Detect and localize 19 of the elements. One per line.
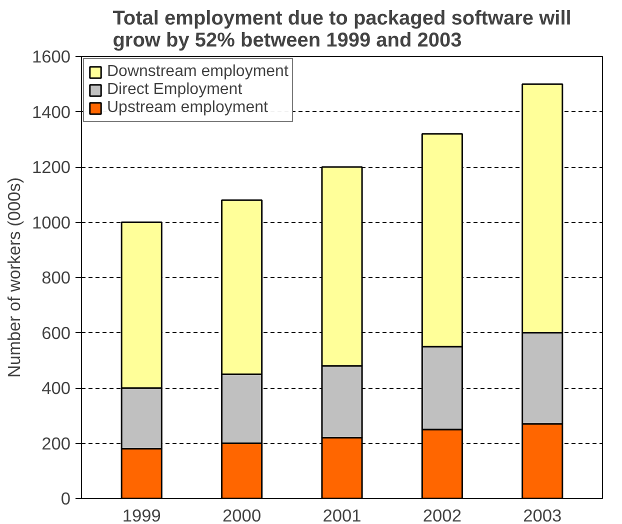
y-tick-label: 1600 xyxy=(32,46,71,66)
y-tick-label: 400 xyxy=(42,378,71,398)
y-tick-label: 1000 xyxy=(32,212,71,232)
y-tick-label: 200 xyxy=(42,433,71,454)
legend-label: Downstream employment xyxy=(107,63,288,81)
x-tick-label: 2002 xyxy=(422,506,462,524)
y-tick-label: 1400 xyxy=(32,102,71,122)
y-axis-title: Number of workers (000s) xyxy=(4,177,24,378)
chart-title: Total employment due to packaged software will grow by 52% between 1999 and 2003 xyxy=(112,8,572,52)
y-tick-label: 600 xyxy=(42,322,71,343)
x-tick-label: 1999 xyxy=(122,506,161,524)
y-tick-label: 800 xyxy=(42,268,71,288)
x-tick-label: 2001 xyxy=(322,506,362,524)
y-tick-label: 1200 xyxy=(32,157,71,177)
x-tick-label: 2003 xyxy=(523,506,562,524)
y-tick-label: 0 xyxy=(60,488,71,508)
x-tick-label: 2000 xyxy=(222,506,262,524)
legend-label: Direct Employment xyxy=(107,81,242,99)
legend-label: Upstream employment xyxy=(107,99,268,117)
